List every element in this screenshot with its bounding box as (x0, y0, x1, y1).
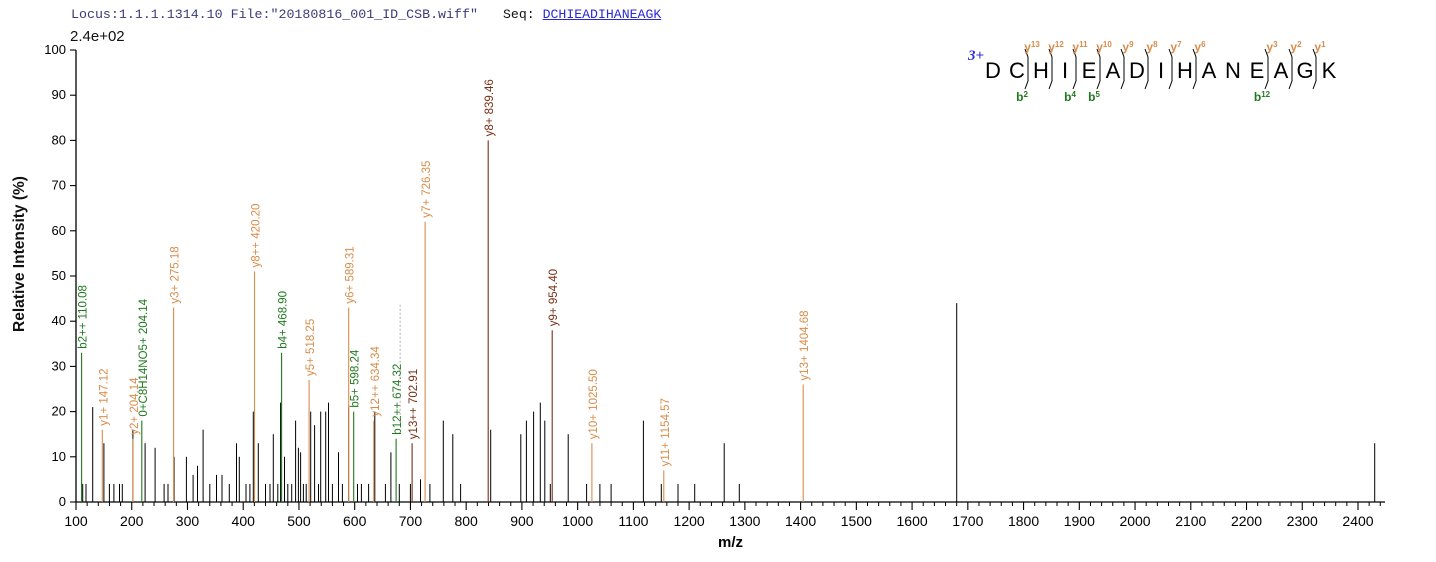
svg-text:1300: 1300 (729, 513, 760, 529)
svg-text:2000: 2000 (1119, 513, 1150, 529)
svg-text:200: 200 (120, 513, 144, 529)
svg-text:y11+ 1154.57: y11+ 1154.57 (660, 398, 672, 466)
svg-text:500: 500 (287, 513, 311, 529)
svg-text:1700: 1700 (952, 513, 983, 529)
svg-text:m/z: m/z (718, 534, 743, 551)
svg-text:70: 70 (52, 178, 66, 193)
svg-text:90: 90 (52, 87, 66, 102)
svg-text:y9+ 954.40: y9+ 954.40 (548, 269, 560, 326)
svg-text:b12++ 674.32: b12++ 674.32 (392, 364, 404, 435)
svg-text:400: 400 (232, 513, 256, 529)
svg-text:b2: b2 (1016, 90, 1028, 104)
svg-text:y13+ 1404.68: y13+ 1404.68 (799, 310, 811, 380)
svg-text:800: 800 (454, 513, 478, 529)
svg-text:C: C (1009, 58, 1025, 83)
svg-text:1400: 1400 (785, 513, 816, 529)
svg-text:y1: y1 (1314, 40, 1326, 54)
svg-text:b4: b4 (1064, 90, 1076, 104)
svg-text:10: 10 (52, 449, 66, 464)
svg-text:80: 80 (52, 132, 66, 147)
svg-text:600: 600 (343, 513, 367, 529)
svg-text:H: H (1177, 58, 1193, 83)
svg-text:y8+ 839.46: y8+ 839.46 (484, 79, 496, 136)
svg-text:100: 100 (44, 42, 66, 57)
svg-text:G: G (1296, 58, 1313, 83)
svg-text:900: 900 (510, 513, 534, 529)
svg-text:b5+ 598.24: b5+ 598.24 (350, 349, 362, 407)
svg-text:D: D (1129, 58, 1145, 83)
svg-text:1000: 1000 (562, 513, 593, 529)
svg-text:A: A (1106, 58, 1121, 83)
svg-text:2200: 2200 (1231, 513, 1262, 529)
svg-text:b12: b12 (1254, 90, 1271, 104)
svg-text:y8++ 420.20: y8++ 420.20 (251, 204, 263, 268)
svg-text:2400: 2400 (1342, 513, 1373, 529)
svg-text:y7: y7 (1170, 40, 1182, 54)
svg-text:H: H (1033, 58, 1049, 83)
svg-text:y5+ 518.25: y5+ 518.25 (305, 319, 317, 376)
svg-text:0: 0 (59, 494, 66, 509)
svg-text:y12++ 634.34: y12++ 634.34 (370, 346, 382, 417)
svg-text:60: 60 (52, 223, 66, 238)
svg-text:y9: y9 (1122, 40, 1134, 54)
svg-text:y12: y12 (1048, 40, 1064, 54)
svg-text:b5: b5 (1088, 90, 1100, 104)
svg-text:50: 50 (52, 268, 66, 283)
svg-text:30: 30 (52, 358, 66, 373)
svg-text:b2++ 110.08: b2++ 110.08 (78, 285, 90, 349)
svg-text:2100: 2100 (1175, 513, 1206, 529)
svg-text:300: 300 (176, 513, 200, 529)
svg-text:40: 40 (52, 313, 66, 328)
svg-text:1800: 1800 (1008, 513, 1039, 529)
svg-text:A: A (1202, 58, 1217, 83)
svg-text:I: I (1062, 58, 1068, 83)
svg-text:1100: 1100 (618, 513, 648, 529)
svg-text:y13: y13 (1024, 40, 1040, 54)
svg-text:1900: 1900 (1064, 513, 1095, 529)
svg-text:A: A (1274, 58, 1289, 83)
svg-text:3+: 3+ (967, 48, 984, 64)
svg-text:y8: y8 (1146, 40, 1158, 54)
svg-text:y6+ 589.31: y6+ 589.31 (345, 246, 357, 303)
svg-text:700: 700 (399, 513, 423, 529)
svg-text:N: N (1225, 58, 1241, 83)
svg-text:y3: y3 (1266, 40, 1278, 54)
svg-text:y11: y11 (1072, 40, 1088, 54)
svg-text:1500: 1500 (841, 513, 872, 529)
svg-text:b4+ 468.90: b4+ 468.90 (278, 291, 290, 349)
svg-text:1600: 1600 (897, 513, 928, 529)
svg-text:K: K (1322, 58, 1337, 83)
svg-text:100: 100 (64, 513, 88, 529)
svg-text:y6: y6 (1194, 40, 1206, 54)
svg-text:y10+ 1025.50: y10+ 1025.50 (588, 369, 600, 439)
svg-text:E: E (1250, 58, 1265, 83)
svg-text:1200: 1200 (674, 513, 705, 529)
svg-text:20: 20 (52, 404, 66, 419)
svg-text:D: D (985, 58, 1001, 83)
svg-text:y3+ 275.18: y3+ 275.18 (170, 246, 182, 303)
svg-text:y1+ 147.12: y1+ 147.12 (98, 368, 110, 425)
svg-text:I: I (1158, 58, 1164, 83)
svg-text:y2: y2 (1290, 40, 1302, 54)
svg-text:E: E (1082, 58, 1097, 83)
svg-text:2300: 2300 (1287, 513, 1318, 529)
svg-text:0+C8H14NO5+ 204.14: 0+C8H14NO5+ 204.14 (138, 298, 150, 416)
svg-text:y10: y10 (1096, 40, 1112, 54)
svg-text:y13++ 702.91: y13++ 702.91 (408, 369, 420, 439)
svg-text:y7+ 726.35: y7+ 726.35 (421, 161, 433, 218)
